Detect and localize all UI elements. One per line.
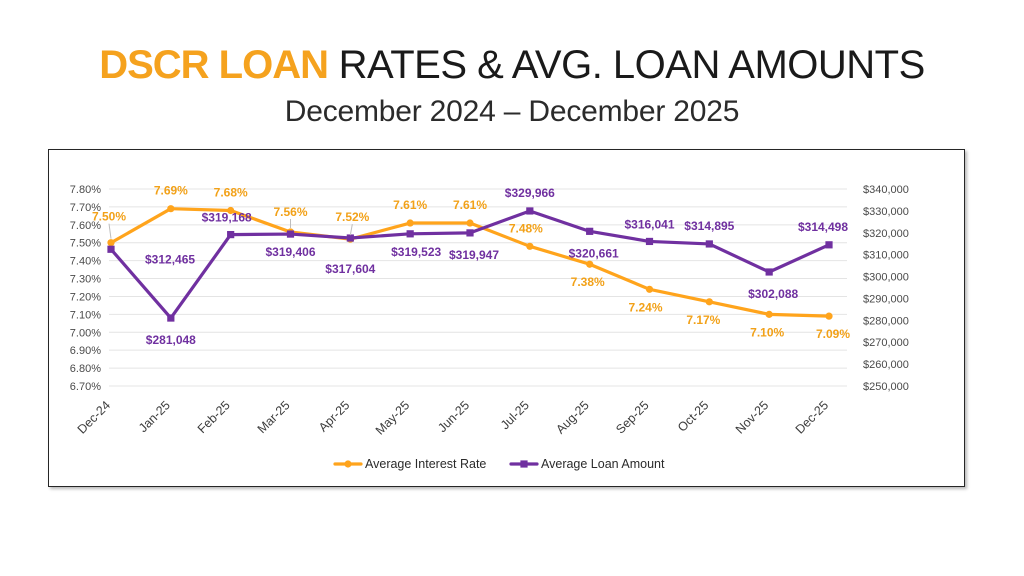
data-label-amount: $319,947	[449, 248, 499, 262]
plot-area: 7.80% 7.70% 7.60% 7.50% 7.40% 7.30% 7.20% 7.10%…	[49, 150, 964, 486]
data-point-rate	[227, 206, 235, 215]
x-axis-label: Feb-25	[195, 398, 233, 436]
legend-label[interactable]: Average Interest Rate	[365, 457, 486, 471]
y-axis-left-tick: 6.90%	[70, 345, 101, 357]
data-point-amount	[406, 230, 414, 238]
data-point-rate	[765, 310, 773, 318]
data-point-rate	[406, 219, 414, 227]
data-label-rate: 7.48%	[509, 221, 543, 235]
data-point-rate	[586, 260, 594, 268]
data-point-amount	[107, 245, 115, 253]
data-label-amount: $302,088	[748, 287, 798, 301]
legend-label[interactable]: Average Loan Amount	[541, 457, 665, 471]
data-point-rate	[705, 298, 713, 306]
data-label-amount: $320,661	[569, 246, 619, 260]
x-axis-label: Nov-25	[733, 398, 771, 436]
x-axis-label: Oct-25	[675, 398, 711, 434]
line-chart: 7.80%7.70%7.60%7.50%7.40%7.30%7.20%7.10%…	[70, 184, 909, 471]
data-label-rate: 7.09%	[816, 327, 850, 341]
data-point-rate	[167, 205, 175, 213]
chart-frame: 7.80% 7.70% 7.60% 7.50% 7.40% 7.30% 7.20% 7.10%…	[48, 149, 965, 487]
data-label-amount: $314,498	[798, 220, 848, 234]
data-point-rate	[825, 312, 833, 320]
y-axis-left-tick: 7.50%	[70, 238, 101, 250]
y-axis-right-tick: $330,000	[863, 206, 909, 218]
data-label-rate: 7.61%	[393, 198, 427, 212]
y-axis-left-tick: 7.10%	[70, 309, 101, 321]
data-point-amount	[526, 207, 534, 215]
x-axis-label: Jan-25	[136, 398, 173, 435]
data-label-amount: $281,048	[146, 333, 196, 347]
data-point-rate	[466, 219, 474, 227]
data-label-rate: 7.61%	[453, 198, 487, 212]
x-axis-label: Mar-25	[255, 398, 293, 436]
data-label-amount: $319,406	[265, 245, 315, 259]
title-rest: RATES & AVG. LOAN AMOUNTS	[328, 43, 926, 87]
legend-marker-circle-icon	[344, 460, 352, 468]
data-point-amount	[167, 314, 175, 322]
data-label-amount: $329,966	[505, 186, 555, 200]
chart-title-block: DSCR LOAN RATES & AVG. LOAN AMOUNTS Dece…	[0, 42, 1024, 130]
data-label-rate: 7.56%	[273, 205, 307, 219]
data-label-rate: 7.50%	[92, 210, 126, 224]
x-axis-label: Dec-25	[793, 398, 831, 436]
data-point-rate	[526, 242, 534, 250]
x-axis-label: Apr-25	[316, 398, 352, 434]
data-label-rate: 7.24%	[628, 300, 662, 314]
data-point-amount	[765, 268, 773, 276]
y-axis-right-tick: $250,000	[863, 381, 909, 393]
x-axis-label: Jun-25	[435, 398, 472, 435]
data-point-amount	[825, 241, 833, 249]
y-axis-left-tick: 7.80%	[70, 184, 101, 196]
y-axis-right-tick: $260,000	[863, 359, 909, 371]
data-point-amount	[286, 230, 295, 238]
page-subtitle: December 2024 – December 2025	[284, 95, 740, 128]
y-axis-right-tick: $270,000	[863, 337, 909, 349]
data-point-amount	[346, 234, 354, 242]
y-axis-left-tick: 7.20%	[70, 291, 101, 303]
data-point-rate	[107, 239, 115, 247]
data-label-amount: $319,168	[202, 211, 252, 225]
data-point-amount	[586, 227, 594, 235]
data-label-amount: $312,465	[145, 252, 195, 266]
data-label-rate: 7.69%	[154, 184, 188, 198]
y-axis-right-tick: $340,000	[863, 184, 909, 196]
x-axis-label: Sep-25	[613, 398, 651, 436]
data-point-amount	[227, 230, 235, 239]
data-label-amount: $314,895	[684, 219, 734, 233]
y-axis-right-tick: $320,000	[863, 228, 909, 240]
data-label-rate: 7.17%	[686, 313, 720, 327]
y-axis-right-tick: $310,000	[863, 250, 909, 262]
data-label-amount: $319,523	[391, 245, 441, 259]
label-leader-line	[349, 224, 353, 236]
title-highlight: DSCR LOAN	[99, 43, 329, 87]
x-axis-label: Jul-25	[498, 398, 532, 432]
data-point-rate	[645, 285, 654, 293]
data-point-amount	[705, 240, 713, 248]
data-point-amount	[645, 237, 654, 246]
x-axis-label: Dec-24	[75, 398, 113, 436]
y-axis-right-tick: $280,000	[863, 315, 909, 327]
data-label-rate: 7.10%	[750, 325, 784, 339]
y-axis-left-tick: 7.60%	[70, 220, 101, 232]
y-axis-left-tick: 7.70%	[70, 202, 101, 214]
y-axis-left-tick: 7.40%	[70, 256, 101, 268]
y-axis-left-tick: 6.80%	[70, 363, 101, 375]
data-point-amount	[466, 229, 474, 237]
y-axis-right-tick: $290,000	[863, 293, 909, 305]
y-axis-left-tick: 7.00%	[70, 327, 101, 339]
y-axis-right-tick: $300,000	[863, 272, 909, 284]
y-axis-left-tick: 6.70%	[70, 381, 101, 393]
data-label-rate: 7.68%	[214, 185, 248, 199]
data-label-amount: $316,041	[624, 217, 674, 231]
data-label-amount: $317,604	[325, 262, 375, 276]
page-title: DSCR LOAN RATES & AVG. LOAN AMOUNTS	[0, 42, 1024, 88]
legend-marker-square-icon	[520, 460, 528, 468]
x-axis-label: Aug-25	[553, 398, 591, 436]
label-leader-line	[108, 223, 112, 239]
x-axis-label: May-25	[373, 398, 412, 437]
y-axis-left-tick: 7.30%	[70, 274, 101, 286]
data-label-rate: 7.52%	[335, 210, 369, 224]
data-label-rate: 7.38%	[571, 275, 605, 289]
